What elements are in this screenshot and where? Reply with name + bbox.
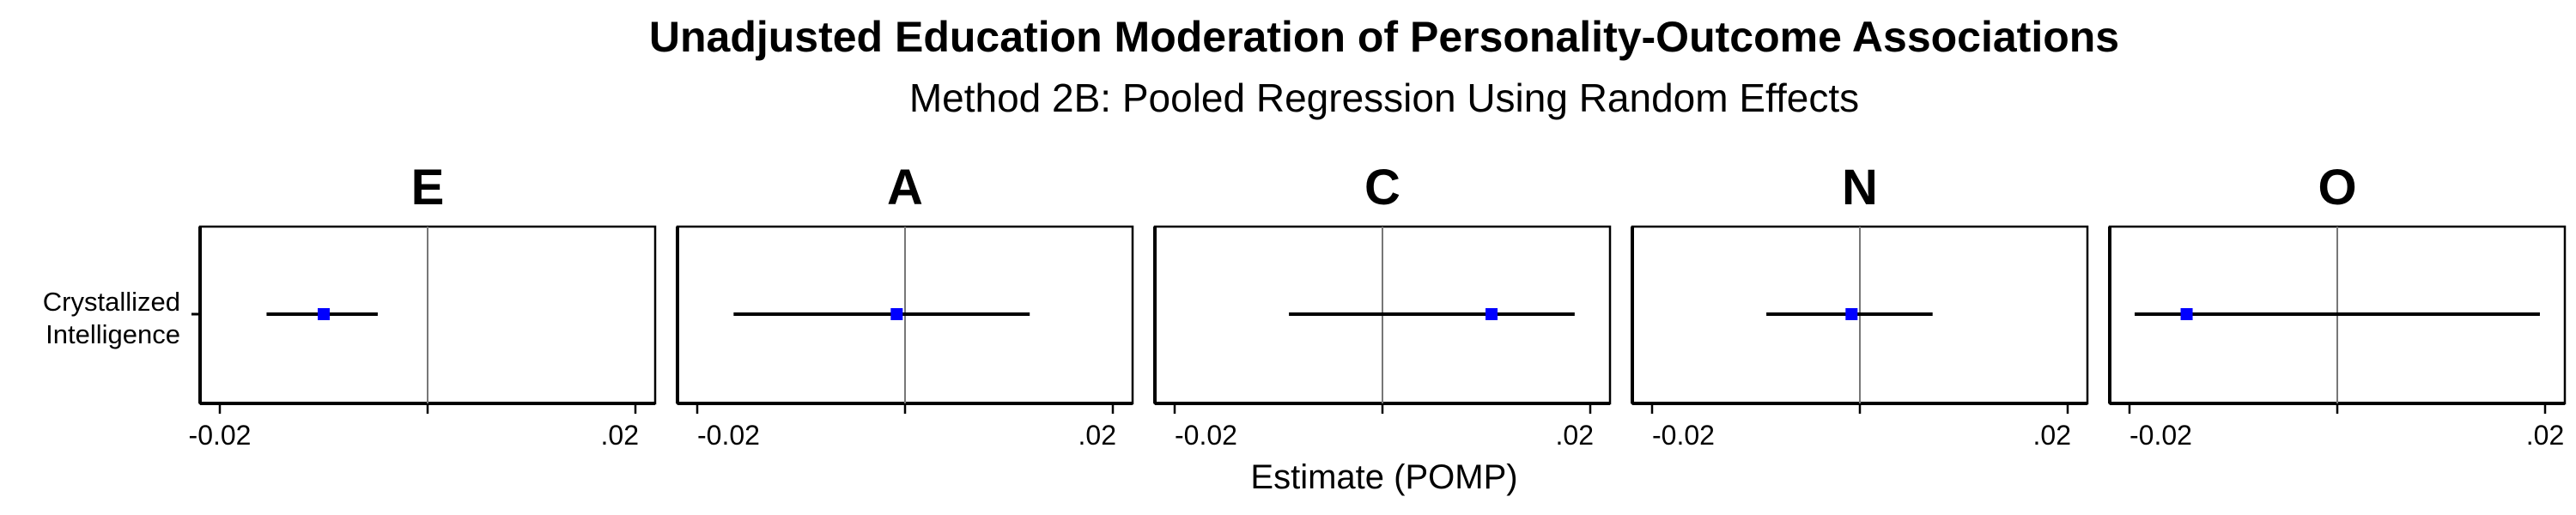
panels-group: E -0.02 .02 A -0.02 .02 C -0.02 .02 N -0.02 .02 O -0.… [189, 160, 2567, 451]
point-estimate-marker [2180, 308, 2193, 320]
x-tick-label: .02 [1556, 420, 1594, 451]
point-estimate-marker [1845, 308, 1858, 320]
x-tick-label: -0.02 [189, 420, 252, 451]
x-tick-label: .02 [2526, 420, 2564, 451]
panel-title: C [1364, 160, 1400, 215]
point-estimate-marker [1485, 308, 1498, 320]
chart-subtitle: Method 2B: Pooled Regression Using Rando… [909, 76, 1859, 120]
chart-title: Unadjusted Education Moderation of Perso… [649, 13, 2119, 61]
panel-title: A [887, 160, 923, 215]
y-category-label-line-2: Intelligence [46, 319, 180, 349]
x-tick-label: .02 [601, 420, 639, 451]
panel-title: E [411, 160, 445, 215]
panel-title: O [2318, 160, 2356, 215]
x-tick-label: .02 [2033, 420, 2071, 451]
x-tick-label: .02 [1078, 420, 1116, 451]
panel-title: N [1842, 160, 1878, 215]
point-estimate-marker [890, 308, 903, 320]
y-category-label-line-1: Crystallized [43, 287, 180, 317]
x-tick-label: -0.02 [697, 420, 760, 451]
point-estimate-marker [318, 308, 330, 320]
x-tick-label: -0.02 [2129, 420, 2192, 451]
x-tick-label: -0.02 [1175, 420, 1237, 451]
x-tick-label: -0.02 [1652, 420, 1715, 451]
x-axis-label: Estimate (POMP) [1250, 458, 1517, 496]
